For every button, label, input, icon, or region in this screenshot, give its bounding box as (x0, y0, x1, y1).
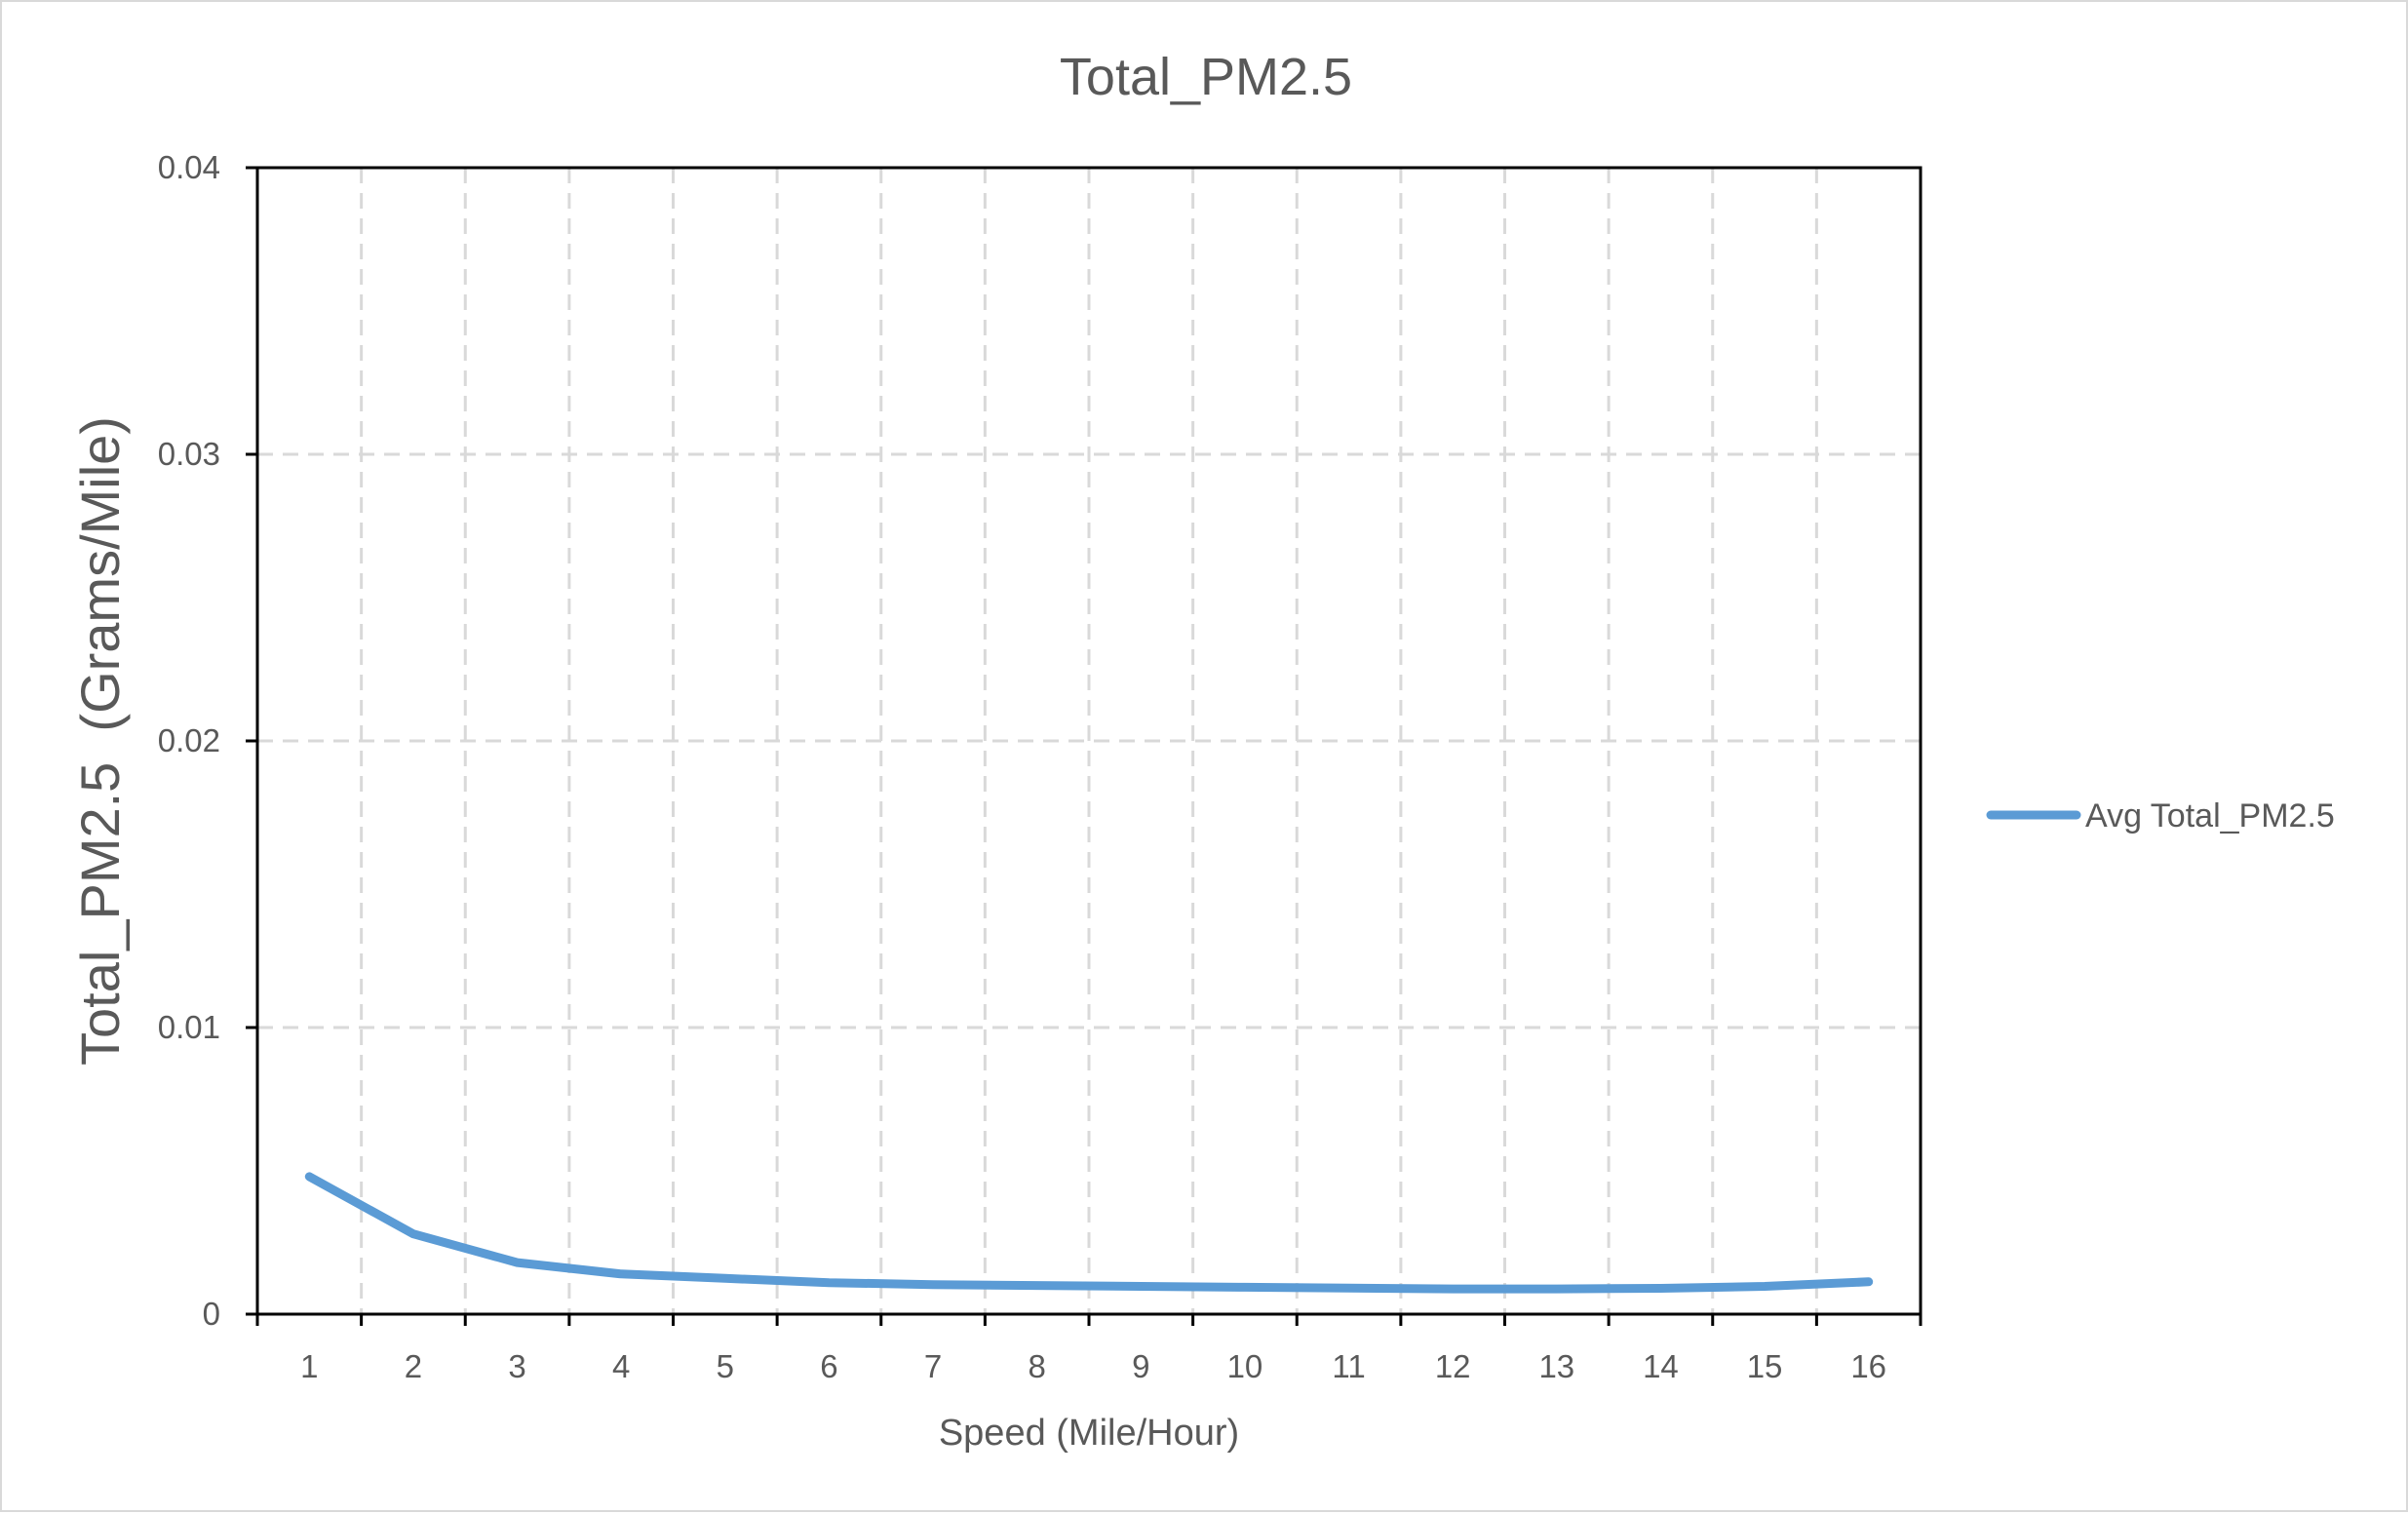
y-tick-label: 0.02 (158, 722, 220, 758)
x-tick-label: 15 (1747, 1348, 1783, 1384)
x-tick-label: 2 (405, 1348, 422, 1384)
x-tick-label: 11 (1332, 1348, 1365, 1384)
x-tick-label: 14 (1643, 1348, 1679, 1384)
x-tick-label: 4 (612, 1348, 630, 1384)
gridlines (257, 168, 1921, 1314)
y-axis-title: Total_PM2.5 (Grams/Mile) (69, 416, 131, 1066)
x-tick-label: 7 (924, 1348, 942, 1384)
x-tick-label: 10 (1227, 1348, 1263, 1384)
x-tick-label: 3 (508, 1348, 525, 1384)
x-tick-label: 8 (1029, 1348, 1046, 1384)
x-tick-label: 1 (300, 1348, 318, 1384)
legend-label-avg-total-pm2.5: Avg Total_PM2.5 (2085, 797, 2335, 835)
x-tick-label: 12 (1435, 1348, 1471, 1384)
x-tick-label: 6 (820, 1348, 837, 1384)
y-axis-ticks: 0 0.01 0.02 0.03 0.04 (158, 149, 257, 1332)
y-tick-label: 0 (203, 1296, 220, 1332)
legend: Avg Total_PM2.5 (1991, 797, 2335, 835)
x-tick-label: 13 (1538, 1348, 1574, 1384)
y-tick-label: 0.04 (158, 149, 220, 185)
x-tick-label: 16 (1850, 1348, 1886, 1384)
chart-title: Total_PM2.5 (1060, 48, 1352, 106)
y-tick-label: 0.01 (158, 1009, 220, 1045)
x-axis-title: Speed (Mile/Hour) (939, 1413, 1239, 1454)
x-tick-label: 5 (717, 1348, 734, 1384)
x-tick-label: 9 (1132, 1348, 1149, 1384)
y-tick-label: 0.03 (158, 436, 220, 472)
